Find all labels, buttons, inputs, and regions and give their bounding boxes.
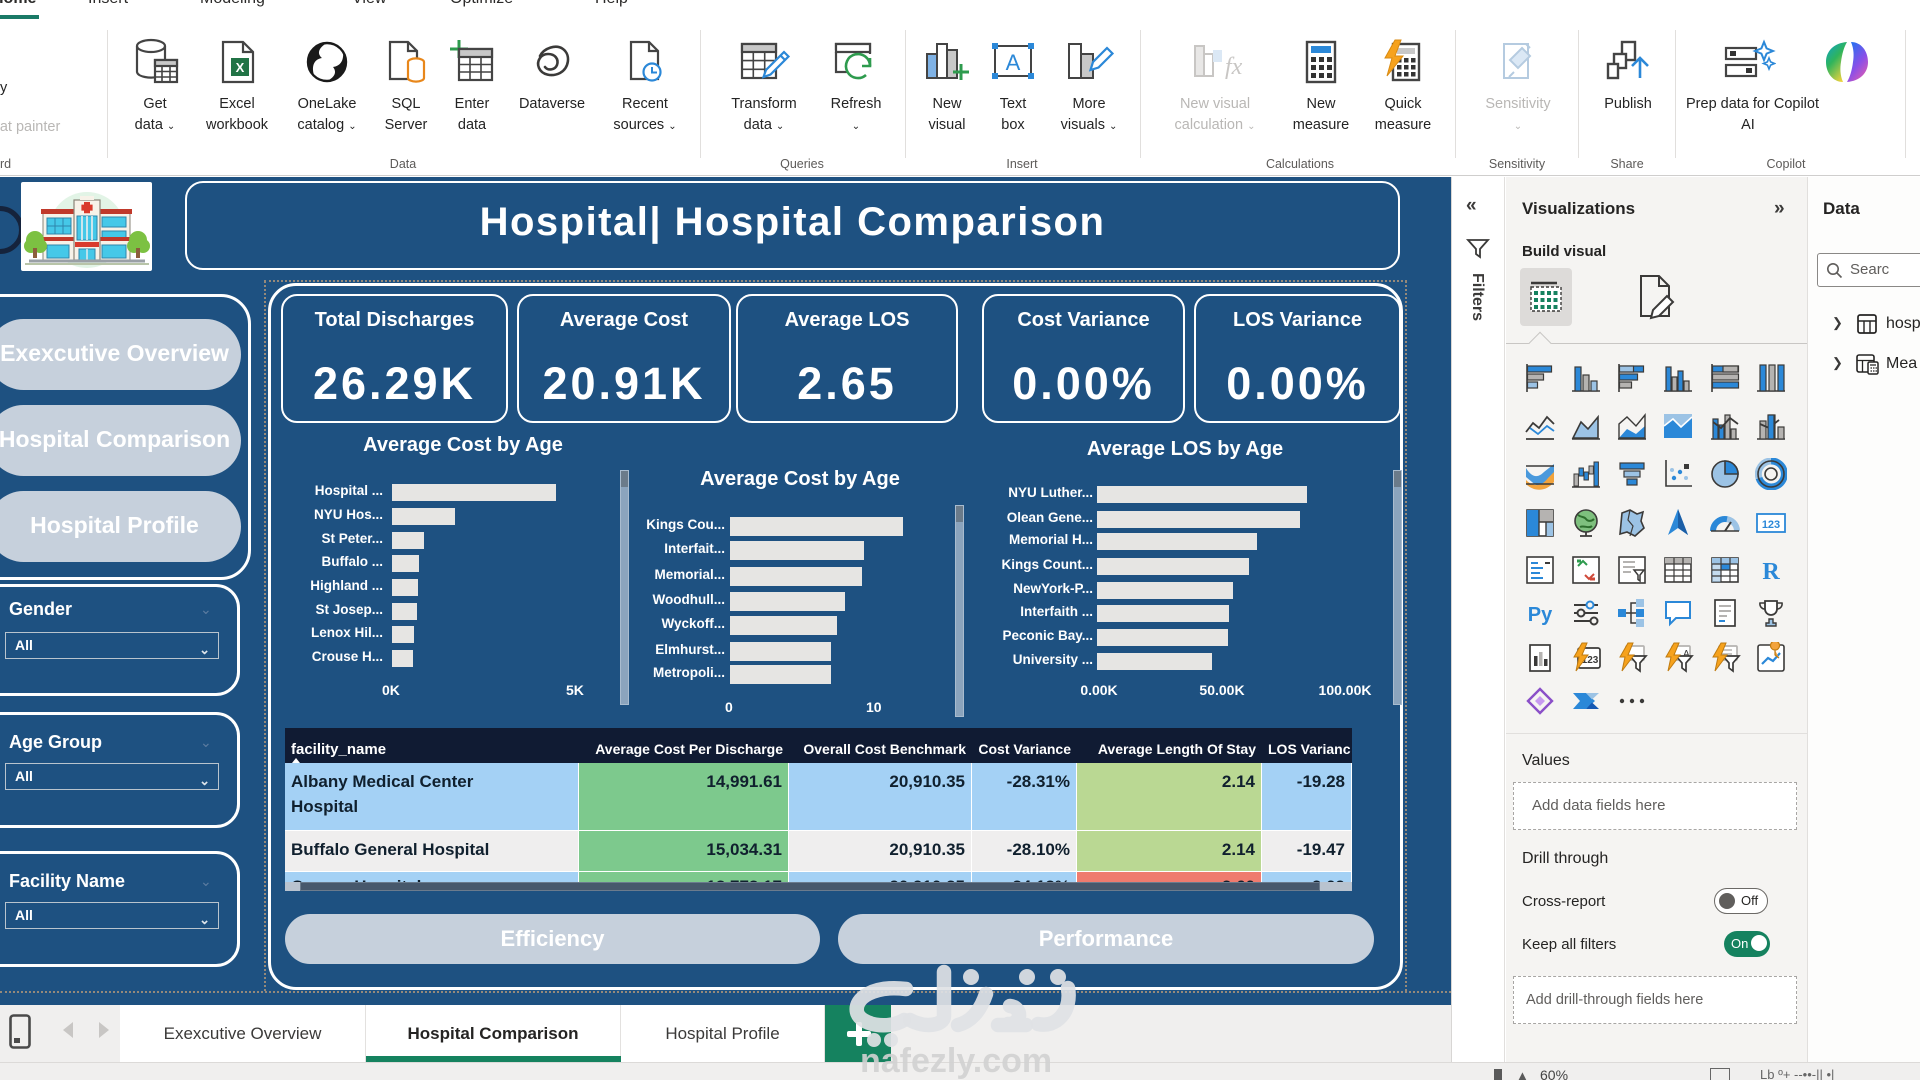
svg-text:fx: fx	[1225, 54, 1243, 80]
svg-text:A: A	[1006, 50, 1021, 75]
svg-text:123: 123	[1762, 519, 1780, 531]
svg-text:X: X	[236, 60, 245, 75]
svg-text:123: 123	[1582, 655, 1599, 666]
svg-text:R: R	[1762, 559, 1780, 585]
svg-text:A: A	[1683, 649, 1690, 660]
svg-text:Py: Py	[1528, 604, 1553, 626]
